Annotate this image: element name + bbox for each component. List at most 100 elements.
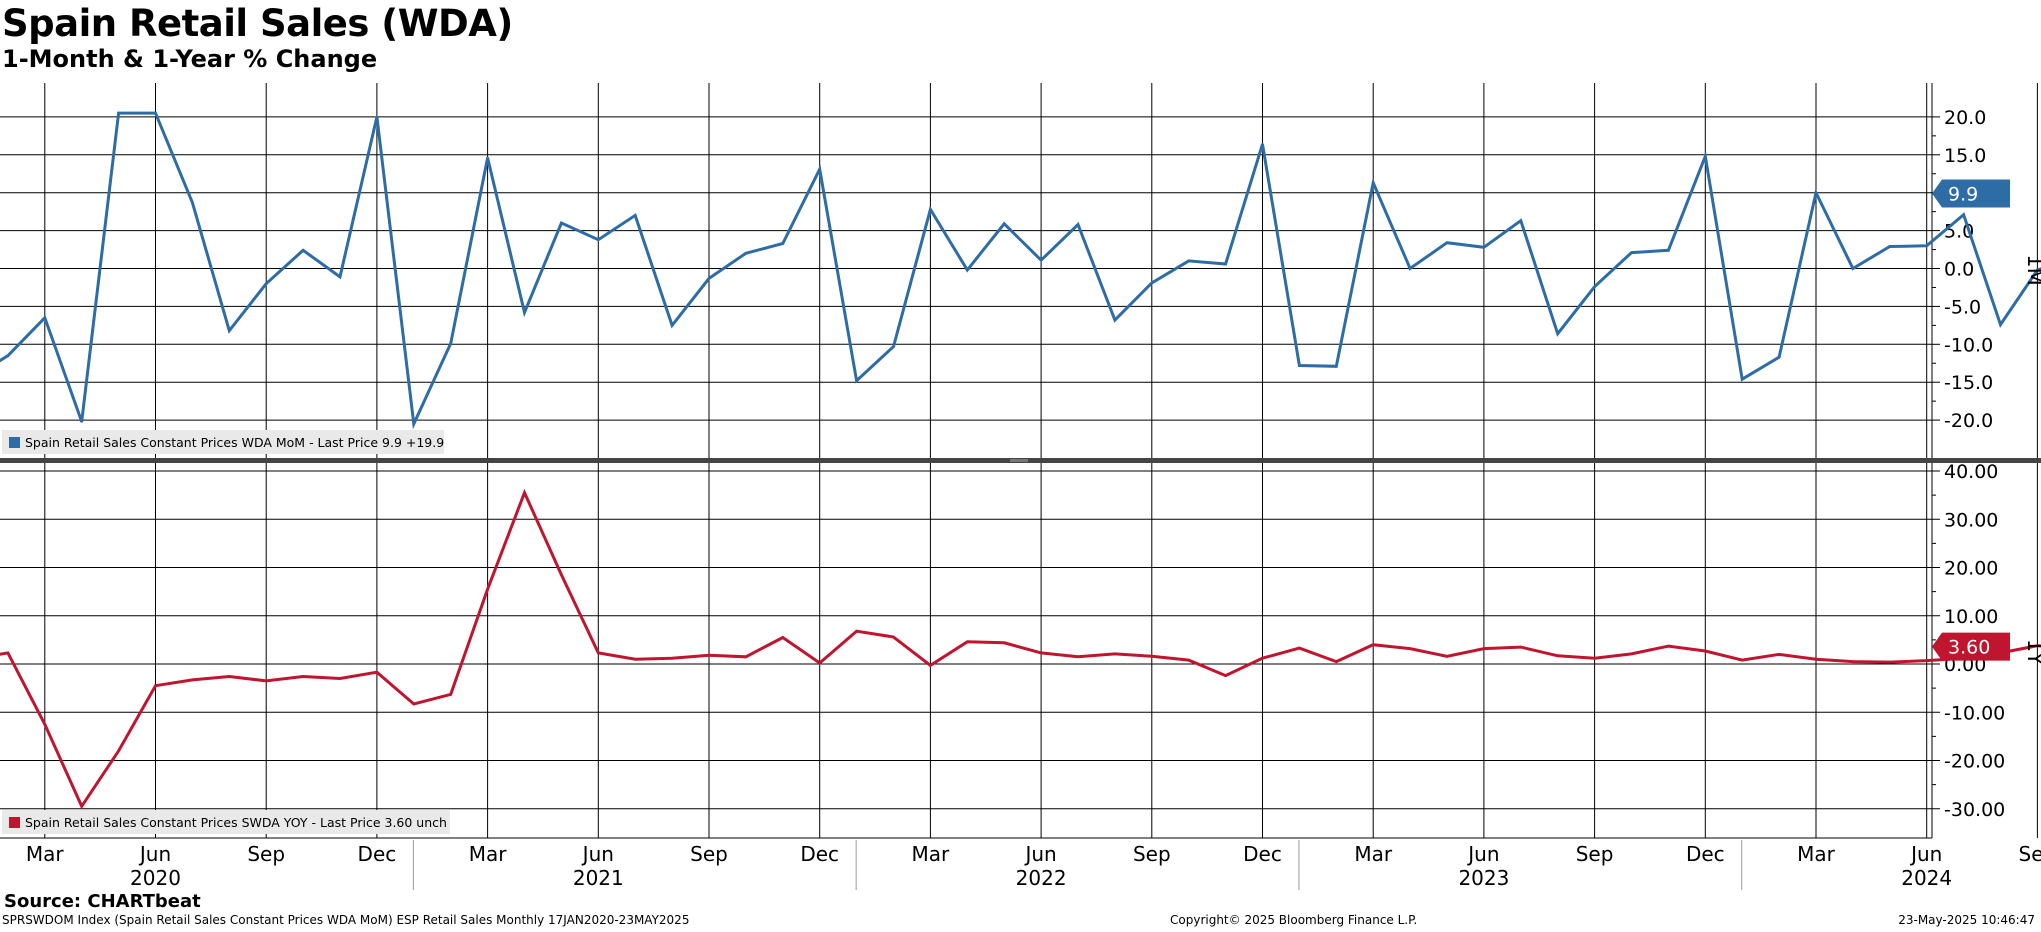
- yoy-data-point: [117, 749, 120, 753]
- mom-data-point: [1851, 267, 1855, 270]
- yoy-data-point: [1445, 655, 1449, 658]
- x-month-label: Jun: [138, 842, 171, 866]
- legend-background: [2, 430, 444, 454]
- mom-data-point: [670, 324, 674, 327]
- yoy-data-point: [1556, 654, 1559, 657]
- y-tick-label: 30.00: [1944, 509, 1998, 531]
- mom-data-point: [634, 214, 637, 217]
- yoy-last-value-badge: 3.60: [1932, 632, 2010, 661]
- mom-data-point: [707, 277, 711, 280]
- mom-data-point: [1372, 181, 1375, 185]
- x-month-label: Jun: [1466, 842, 1499, 866]
- mom-data-point: [43, 316, 46, 319]
- x-month-label: Sep: [1133, 842, 1171, 866]
- yoy-data-point: [1741, 658, 1744, 662]
- yoy-data-point: [892, 635, 895, 639]
- mom-data-point: [1704, 155, 1707, 158]
- yoy-data-point: [1224, 674, 1227, 677]
- x-month-label: Dec: [358, 842, 397, 866]
- mom-data-point: [228, 329, 231, 332]
- x-month-label: Dec: [1243, 842, 1282, 866]
- yoy-data-point: [1335, 660, 1338, 663]
- x-year-label: 2020: [130, 866, 181, 890]
- badge-shape: [1932, 632, 2010, 661]
- mom-data-point: [1187, 259, 1190, 263]
- mom-data-point: [1556, 332, 1559, 335]
- mom-data-point: [1777, 355, 1781, 359]
- last-value-label: 3.60: [1948, 637, 1990, 659]
- mom-data-point: [1408, 267, 1412, 270]
- mom-data-point: [1335, 365, 1338, 368]
- yoy-data-point: [1814, 657, 1818, 661]
- yoy-data-point: [1593, 657, 1596, 660]
- mom-data-point: [154, 111, 157, 115]
- yoy-data-point: [1925, 659, 1928, 662]
- mom-data-point: [1667, 249, 1670, 252]
- yoy-panel: 40.0030.0020.0010.000.00-10.00-20.00-30.…: [0, 461, 2041, 838]
- mom-data-point: [2036, 268, 2039, 272]
- yoy-data-point: [1408, 647, 1412, 650]
- x-year-label: 2022: [1016, 866, 1067, 890]
- source-label: Source: CHARTbeat: [4, 891, 201, 912]
- yoy-data-point: [744, 655, 748, 658]
- mom-data-point: [1003, 222, 1006, 225]
- y-tick-label: -20.0: [1944, 410, 1993, 432]
- yoy-data-point: [818, 661, 821, 665]
- mom-data-point: [265, 282, 268, 285]
- yoy-data-point: [1261, 657, 1264, 660]
- yoy-data-point: [1150, 655, 1154, 658]
- badge-shape: [1932, 179, 2010, 208]
- mom-data-point: [1224, 262, 1227, 266]
- mom-data-point: [1445, 241, 1449, 244]
- y-tick-label: -10.0: [1944, 334, 1993, 356]
- y-tick-label: 40.00: [1944, 461, 1998, 483]
- x-month-label: Mar: [1797, 842, 1836, 866]
- mom-data-point: [1261, 142, 1264, 146]
- yoy-data-point: [1667, 644, 1670, 648]
- mom-data-point: [375, 115, 379, 119]
- yoy-data-point: [929, 664, 932, 667]
- x-month-label: Jun: [581, 842, 614, 866]
- y-tick-label: -20.00: [1944, 751, 2005, 773]
- y-tick-label: 20.00: [1944, 558, 1998, 580]
- mom-data-point: [191, 201, 194, 204]
- x-month-label: Sep: [690, 842, 728, 866]
- footer-ticker-description: SPRSWDOM Index (Spain Retail Sales Const…: [2, 913, 690, 927]
- yoy-data-point: [670, 657, 674, 660]
- yoy-data-point: [1704, 649, 1707, 653]
- y-tick-label: 10.00: [1944, 606, 1998, 628]
- mom-data-point: [1519, 219, 1523, 222]
- mom-data-point: [338, 275, 342, 279]
- legend-swatch: [9, 437, 20, 448]
- x-month-label: Dec: [800, 842, 839, 866]
- legend-text: Spain Retail Sales Constant Prices WDA M…: [25, 435, 444, 450]
- mom-data-point: [929, 208, 932, 211]
- mom-data-point: [486, 156, 489, 160]
- yoy-series-line: [0, 488, 2041, 810]
- legend-text: Spain Retail Sales Constant Prices SWDA …: [25, 815, 447, 830]
- x-month-label: Sep: [247, 842, 285, 866]
- yoy-data-point: [80, 805, 83, 808]
- mom-data-point: [523, 311, 526, 314]
- chart-subtitle: 1-Month & 1-Year % Change: [2, 45, 378, 73]
- mom-data-point: [892, 345, 895, 348]
- yoy-data-point: [855, 629, 858, 633]
- x-month-label: Mar: [469, 842, 508, 866]
- y-tick-label: -10.00: [1944, 702, 2005, 724]
- yoy-data-point: [560, 573, 563, 576]
- yoy-data-point: [634, 657, 637, 661]
- x-year-label: 2021: [573, 866, 624, 890]
- mom-data-point: [1925, 244, 1928, 247]
- yoy-data-point: [1777, 653, 1781, 656]
- chart-title: Spain Retail Sales (WDA): [2, 2, 513, 45]
- yoy-data-point: [1298, 646, 1301, 650]
- y-tick-label: 0.0: [1944, 259, 1974, 281]
- mom-data-point: [560, 221, 563, 225]
- yoy-data-point: [781, 636, 784, 639]
- mom-data-point: [597, 238, 600, 241]
- yoy-data-point: [966, 640, 969, 644]
- x-month-label: Mar: [26, 842, 65, 866]
- mom-data-point: [301, 249, 305, 252]
- mom-data-point: [781, 242, 784, 245]
